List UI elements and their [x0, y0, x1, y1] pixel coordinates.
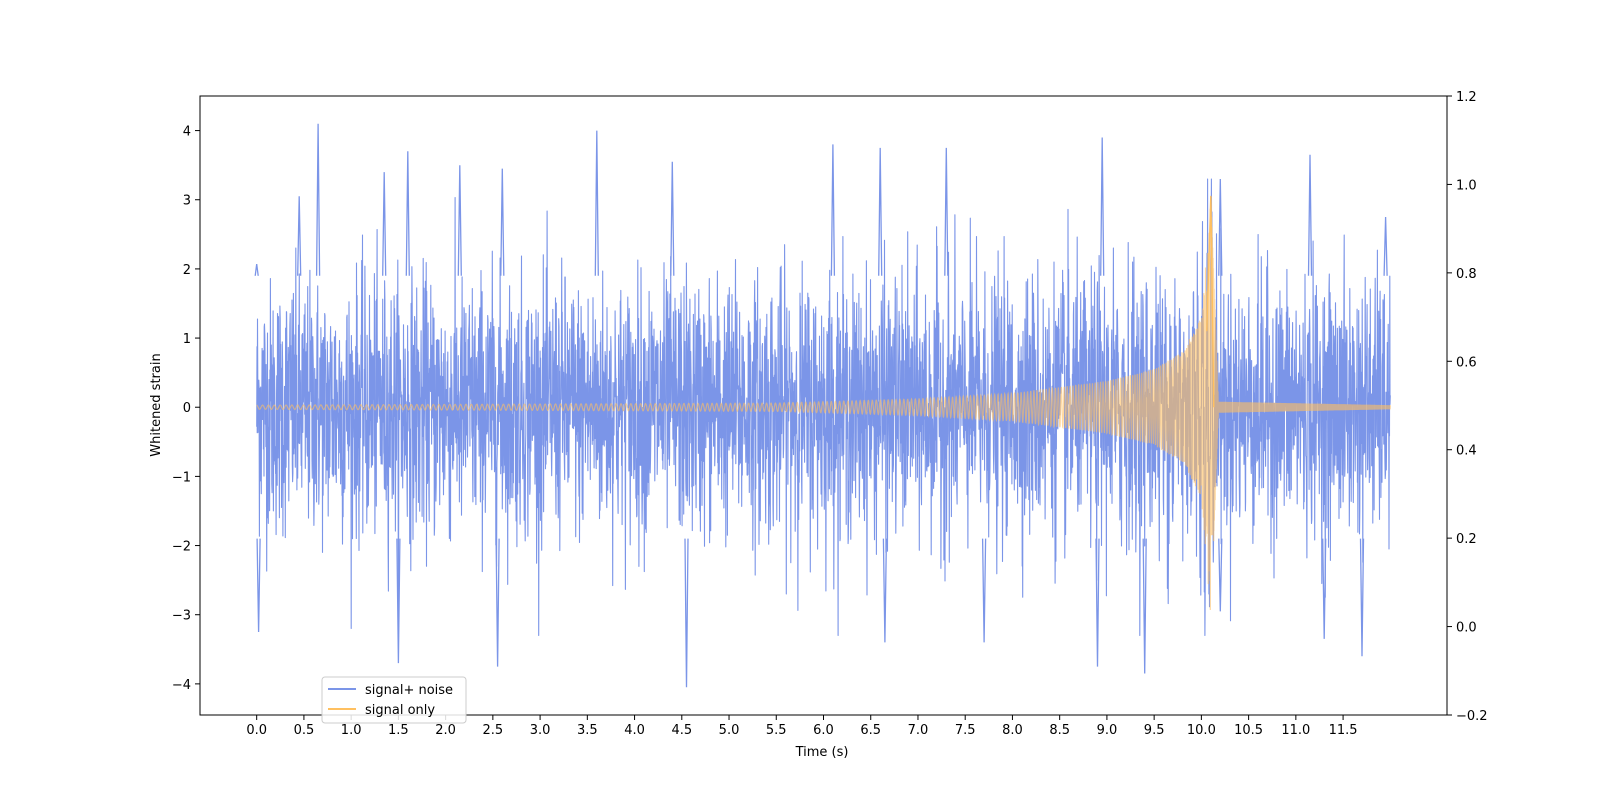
series-peak-signal-noise: [1218, 538, 1223, 612]
x-tick-label: 3.5: [577, 723, 598, 738]
y-right-tick-label: 0.8: [1456, 267, 1477, 282]
y-left-tick-label: −2: [172, 540, 191, 555]
series-peak-signal-noise: [1142, 538, 1147, 674]
x-tick-label: 3.0: [530, 723, 551, 738]
x-tick-label: 11.5: [1329, 723, 1358, 738]
legend: signal+ noise signal only: [321, 676, 467, 724]
x-tick-label: 8.0: [1002, 723, 1023, 738]
series-spike-signal-only: [1206, 196, 1215, 408]
x-tick-label: 10.0: [1187, 723, 1216, 738]
series-layer: [254, 123, 1391, 688]
series-peak-signal-noise: [1359, 538, 1365, 657]
series-peak-signal-noise: [1383, 216, 1388, 276]
x-tick-label: 4.0: [624, 723, 645, 738]
x-tick-label: 2.0: [435, 723, 456, 738]
series-peak-signal-noise: [1100, 137, 1105, 276]
series-peak-signal-noise: [382, 172, 387, 276]
x-tick-label: 6.0: [813, 723, 834, 738]
x-tick-label: 9.5: [1144, 723, 1165, 738]
x-axis-label: Time (s): [795, 745, 849, 760]
x-tick-label: 5.0: [719, 723, 740, 738]
series-peak-signal-noise: [254, 264, 259, 276]
y-axis-label: Whitened strain: [149, 353, 164, 456]
y-left-tick-label: 0: [183, 401, 191, 416]
x-tick-label: 0.5: [294, 723, 315, 738]
x-tick-label: 11.0: [1281, 723, 1310, 738]
y-left-tick-label: 4: [183, 125, 191, 140]
series-line-signal-only: [256, 195, 1391, 611]
x-tick-label: 7.0: [908, 723, 929, 738]
series-peak-signal-noise: [256, 538, 261, 633]
y-right-tick-label: 0.6: [1456, 355, 1477, 370]
series-peak-signal-noise: [1095, 538, 1100, 667]
series-peak-signal-noise: [670, 161, 675, 276]
series-peak-signal-noise: [405, 151, 410, 276]
x-tick-label: 8.5: [1049, 723, 1070, 738]
y-axis-right: −0.2 0.0 0.2 0.4 0.6 0.8 1.0 1.2: [1447, 90, 1488, 724]
y-right-tick-label: 0.4: [1456, 444, 1477, 459]
series-peak-signal-noise: [457, 165, 462, 276]
series-peak-signal-noise: [297, 196, 302, 276]
x-tick-label: 5.5: [766, 723, 787, 738]
y-right-tick-label: −0.2: [1456, 709, 1488, 724]
series-peak-signal-noise: [981, 538, 987, 643]
x-tick-label: 1.0: [341, 723, 362, 738]
y-left-tick-label: 1: [183, 332, 191, 347]
legend-label-signal-only: signal only: [365, 703, 435, 718]
y-left-tick-label: 3: [183, 194, 191, 209]
series-peak-signal-noise: [315, 123, 321, 276]
x-tick-label: 4.5: [671, 723, 692, 738]
series-peak-signal-noise: [396, 538, 401, 664]
series-peak-signal-noise: [830, 144, 836, 276]
series-peak-signal-noise: [1307, 154, 1313, 276]
series-peak-signal-noise: [500, 168, 505, 276]
y-left-tick-label: −3: [172, 609, 191, 624]
legend-label-signal-noise: signal+ noise: [365, 683, 453, 698]
series-peak-signal-noise: [1218, 178, 1223, 276]
x-tick-label: 9.0: [1097, 723, 1118, 738]
y-left-tick-label: 2: [183, 263, 191, 278]
x-tick-label: 2.5: [483, 723, 504, 738]
series-peak-signal-noise: [882, 538, 888, 643]
x-tick-label: 0.0: [246, 723, 267, 738]
legend-box: [321, 676, 467, 724]
plot-area: [254, 123, 1391, 688]
y-axis-left: −4 −3 −2 −1 0 1 2 3 4: [172, 125, 200, 693]
x-tick-label: 1.5: [388, 723, 409, 738]
series-peak-signal-noise: [684, 538, 689, 688]
y-right-tick-label: 0.2: [1456, 532, 1477, 547]
x-tick-label: 10.5: [1234, 723, 1263, 738]
x-tick-label: 6.5: [860, 723, 881, 738]
y-right-tick-label: 0.0: [1456, 621, 1477, 636]
series-peak-signal-noise: [1322, 538, 1327, 639]
x-axis: 0.0 0.5 1.0 1.5 2.0 2.5 3.0 3.5 4.0 4.5 5.0 5.5 6.0 6…: [246, 715, 1358, 738]
series-peak-signal-noise: [944, 147, 949, 276]
y-right-tick-label: 1.2: [1456, 90, 1477, 105]
y-right-tick-label: 1.0: [1456, 178, 1477, 193]
y-left-tick-label: −1: [172, 470, 191, 485]
series-peak-signal-noise: [594, 130, 599, 276]
y-left-tick-label: −4: [172, 678, 191, 693]
x-tick-label: 7.5: [955, 723, 976, 738]
series-peak-signal-noise: [878, 147, 883, 276]
series-peak-signal-noise: [495, 538, 500, 667]
